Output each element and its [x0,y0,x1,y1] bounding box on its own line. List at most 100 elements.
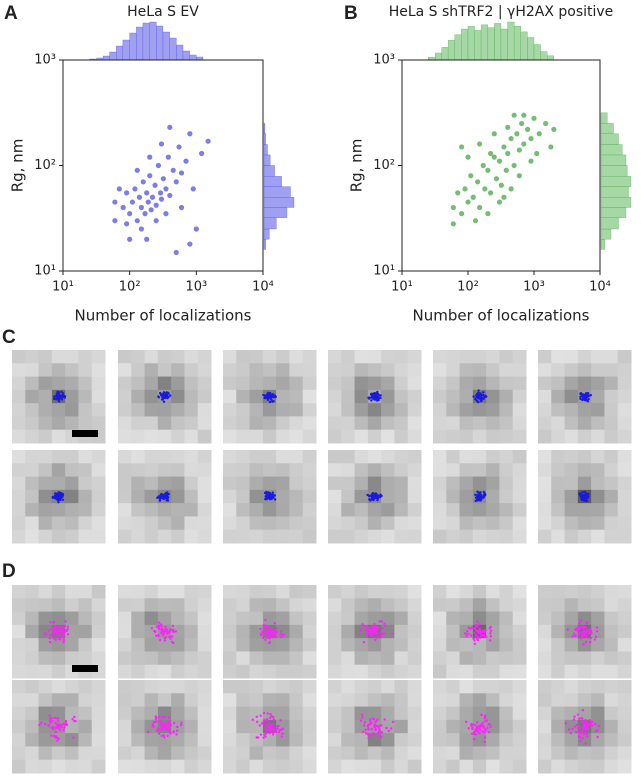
image-pixel [12,476,26,491]
image-pixel [302,529,317,544]
localization-dot [372,629,376,632]
scatter-point [136,194,143,200]
localization-dot [474,493,477,497]
image-pixel [551,759,566,774]
localization-dot [567,728,571,731]
image-pixel [617,680,632,694]
localization-dot [577,630,580,633]
localization-dot [266,396,270,399]
image-pixel [38,733,53,747]
image-pixel [289,489,304,504]
x-histogram-bar [540,51,548,61]
image-pixel [51,664,66,679]
image-pixel [302,363,317,378]
image-pixel [381,416,395,431]
image-pixel [564,746,579,761]
image-pixel [604,429,619,444]
localization-dot [153,720,156,724]
localization-dot [268,400,272,404]
image-pixel [486,638,500,652]
image-pixel [25,759,40,774]
image-pixel [91,585,106,599]
image-pixel [394,611,409,626]
image-pixel [289,598,304,613]
image-pixel [472,363,487,378]
localization-dot [373,398,376,401]
image-pixel [564,651,579,666]
localization-dot [582,393,585,396]
localization-dot [268,497,272,501]
image-pixel [591,759,605,774]
x-tick-label: 10³ [523,280,545,295]
image-pixel [341,429,356,444]
localization-dot [572,632,576,635]
localization-dot [383,632,386,636]
image-pixel [354,489,369,504]
image-pixel [131,503,146,517]
x-histogram-bar [169,37,177,61]
image-pixel [341,416,356,431]
scale-bar [72,430,98,437]
scatter-point [199,150,205,157]
image-pixel [289,376,304,391]
image-pixel [144,693,159,708]
image-pixel [367,706,382,721]
image-pixel [51,759,66,774]
image-pixel [12,693,26,708]
image-pixel [577,503,592,517]
image-pixel [499,598,514,613]
scatter-point [450,204,456,211]
image-pixel [236,403,251,417]
image-pixel [78,759,93,774]
image-pixel [38,693,53,708]
image-pixel [223,733,237,747]
localization-dot [571,727,574,731]
image-pixel [25,403,40,417]
localization-dot [594,635,598,639]
image-pixel [433,598,447,613]
y-histogram-bar [600,217,619,230]
image-pixel [223,476,237,491]
y-histogram-bar [600,112,608,124]
image-pixel [12,598,26,613]
image-pixel [446,624,461,639]
image-pixel [12,489,26,504]
image-pixel [157,664,172,679]
localization-dot [484,394,487,398]
image-pixel [486,429,500,444]
image-pixel [171,680,185,694]
image-pixel [144,503,159,517]
localization-dot [164,625,167,629]
image-pixel [197,389,212,404]
localization-dot [164,635,167,639]
image-pixel [499,350,514,364]
image-pixel [78,746,93,761]
localization-dot [165,721,169,725]
image-pixel [157,350,172,364]
scatter-point [459,211,465,217]
image-pixel [144,733,159,747]
image-pixel [459,733,474,747]
image-pixel [262,746,277,761]
image-pixel [617,476,632,491]
localization-dot [60,724,63,727]
image-pixel [512,759,527,774]
image-pixel [446,693,461,708]
image-pixel [12,363,26,378]
localization-dot [269,716,272,719]
image-pixel [289,624,304,639]
image-pixel [131,638,146,652]
image-pixel [171,389,185,404]
localization-dot [587,495,590,498]
image-pixel [262,585,277,599]
scatter-point [477,204,483,211]
image-pixel [197,680,212,694]
image-pixel [91,503,106,517]
x-histogram-bar [494,23,502,61]
image-pixel [604,746,619,761]
localization-dot [268,640,271,644]
image-pixel [459,450,474,464]
localization-dot [150,627,154,630]
image-pixel [604,733,619,747]
image-pixel [171,706,185,721]
